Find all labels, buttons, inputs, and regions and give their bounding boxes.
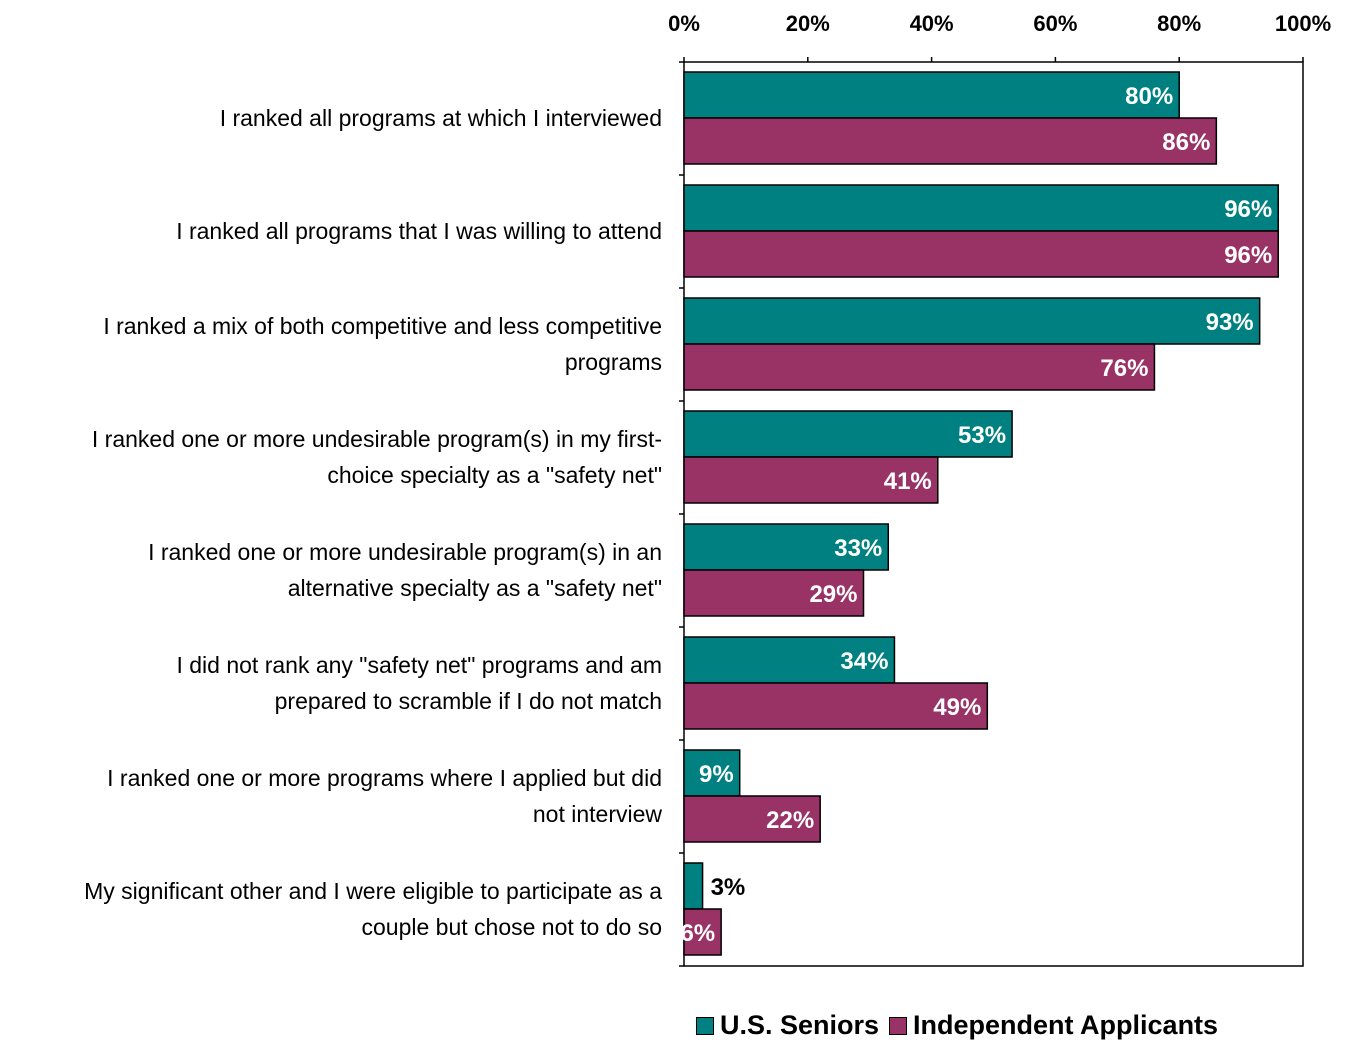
- legend-label-independent-applicants: Independent Applicants: [913, 1010, 1219, 1040]
- bar-independent-applicants: [683, 117, 1218, 165]
- legend: U.S. Seniors Independent Applicants: [696, 1010, 1228, 1041]
- category-label: I ranked a mix of both competitive and l…: [103, 313, 662, 375]
- bar-us-seniors: [683, 523, 890, 571]
- data-label: 93%: [1206, 309, 1254, 336]
- bar-independent-applicants: [683, 908, 722, 956]
- legend-item-us-seniors: U.S. Seniors: [696, 1010, 879, 1041]
- x-tick-label: 60%: [1033, 11, 1077, 36]
- data-label: 76%: [1100, 355, 1148, 382]
- legend-swatch-us-seniors: [696, 1016, 714, 1035]
- bar-chart: 0% 20% 40% 60% 80% 100% 80% 86% 96% 96% 93% 76% 53% 4…: [84, 11, 1331, 967]
- x-tick-label: 0%: [668, 11, 700, 36]
- x-tick-label: 100%: [1275, 11, 1331, 36]
- bar-us-seniors: [683, 297, 1261, 345]
- data-label: 33%: [834, 535, 882, 562]
- legend-item-independent-applicants: Independent Applicants: [889, 1010, 1218, 1041]
- category-label: I did not rank any "safety net" programs…: [176, 652, 662, 714]
- data-label: 9%: [699, 761, 734, 788]
- bar-independent-applicants: [683, 682, 989, 730]
- data-label: 53%: [958, 422, 1006, 449]
- legend-swatch-independent-applicants: [889, 1016, 908, 1035]
- category-label: I ranked one or more programs where I ap…: [107, 765, 662, 827]
- x-tick-label: 40%: [910, 11, 954, 36]
- data-label: 34%: [840, 648, 888, 675]
- bar-us-seniors: [683, 184, 1279, 232]
- data-label: 80%: [1125, 83, 1173, 110]
- x-tick-label: 20%: [786, 11, 830, 36]
- x-tick-label: 80%: [1157, 11, 1201, 36]
- data-label: 6%: [680, 920, 715, 947]
- category-label: I ranked one or more undesirable program…: [148, 539, 662, 601]
- bar-independent-applicants: [683, 456, 939, 504]
- legend-label-us-seniors: U.S. Seniors: [720, 1010, 880, 1040]
- bar-independent-applicants: [683, 795, 821, 843]
- data-label: 86%: [1162, 129, 1210, 156]
- bar-us-seniors: [683, 862, 704, 910]
- data-label: 96%: [1224, 196, 1272, 223]
- bar-us-seniors: [683, 71, 1180, 119]
- data-label: 22%: [766, 807, 814, 834]
- category-label: I ranked all programs at which I intervi…: [220, 105, 662, 131]
- category-label: I ranked one or more undesirable program…: [92, 426, 662, 488]
- category-label: My significant other and I were eligible…: [84, 878, 662, 940]
- bar-us-seniors: [683, 410, 1013, 458]
- data-label: 96%: [1224, 242, 1272, 269]
- data-label: 3%: [711, 874, 746, 901]
- bar-independent-applicants: [683, 343, 1156, 391]
- bar-independent-applicants: [683, 230, 1279, 278]
- data-label: 29%: [809, 581, 857, 608]
- data-label: 49%: [933, 694, 981, 721]
- category-label: I ranked all programs that I was willing…: [176, 218, 662, 244]
- bar-independent-applicants: [683, 569, 865, 617]
- data-label: 41%: [884, 468, 932, 495]
